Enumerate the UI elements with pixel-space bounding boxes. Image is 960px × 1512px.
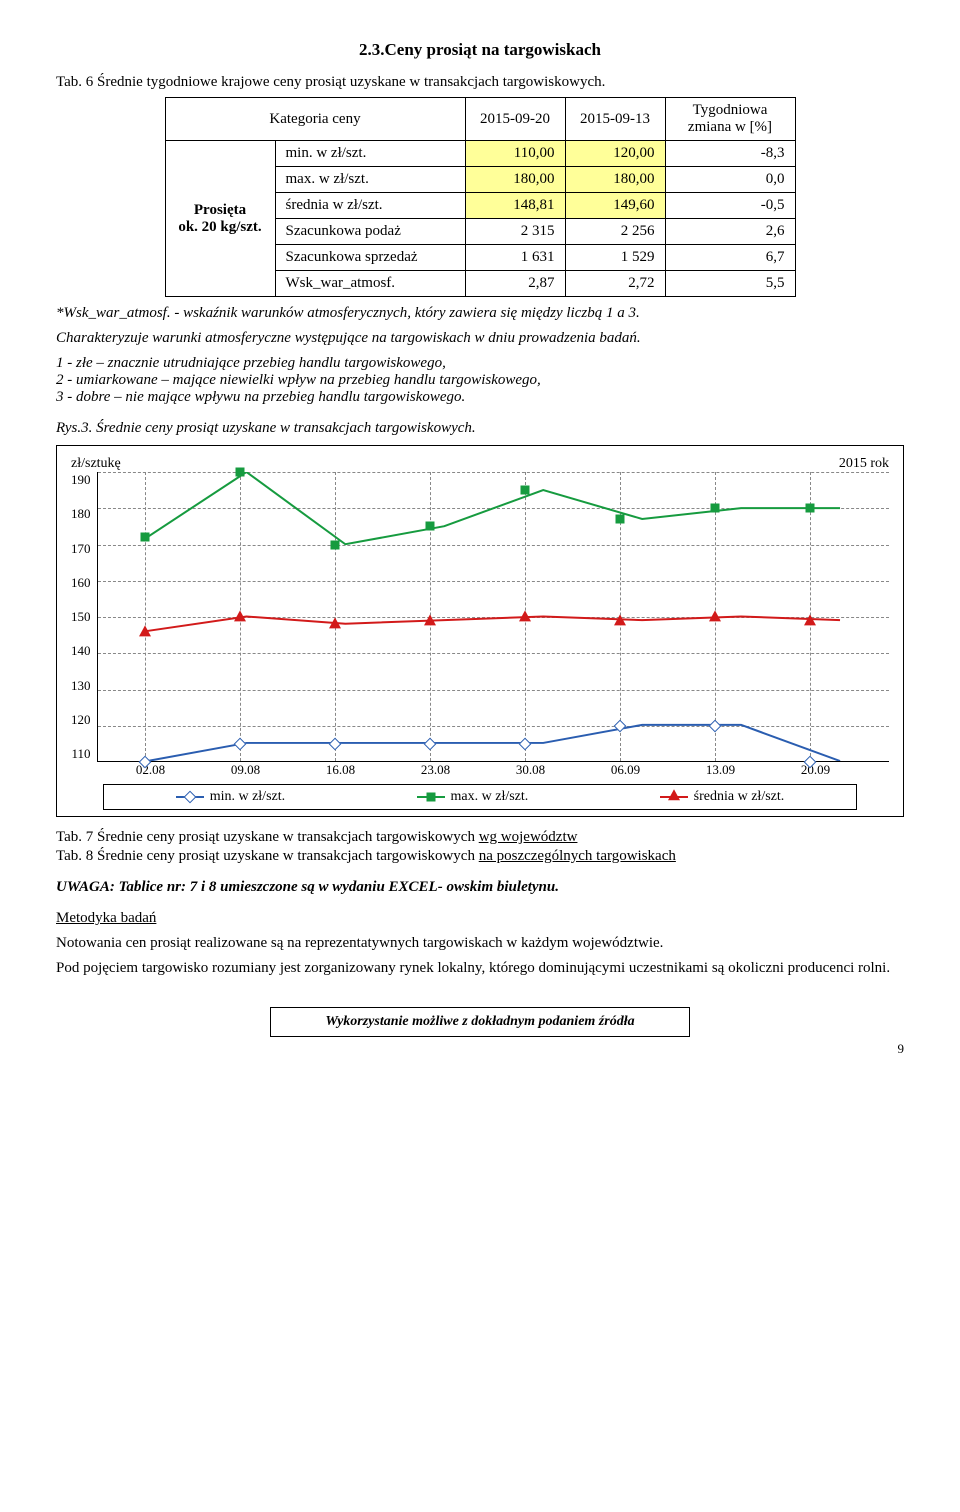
chart-year: 2015 rok: [839, 456, 889, 472]
y-tick-label: 150: [71, 609, 91, 625]
chart-container: zł/sztukę 2015 rok 190 180 170 160 150 140 130…: [56, 445, 904, 817]
cell: 2,72: [565, 271, 665, 297]
row-label: Szacunkowa sprzedaż: [275, 245, 465, 271]
data-marker: [806, 504, 815, 513]
page-number: 9: [56, 1041, 904, 1057]
x-tick-label: 23.08: [388, 762, 483, 778]
data-marker: [614, 614, 626, 625]
footer-source: Wykorzystanie możliwe z dokładnym podani…: [270, 1007, 690, 1037]
legend-item: min. w zł/szt.: [176, 789, 285, 805]
char-note: Charakteryzuje warunki atmosferyczne wys…: [56, 330, 904, 347]
y-tick-label: 110: [71, 746, 91, 762]
y-tick-label: 160: [71, 575, 91, 591]
tab7-caption: Tab. 7 Średnie ceny prosiąt uzyskane w t…: [56, 829, 904, 846]
metodyka-p2: Pod pojęciem targowisko rozumiany jest z…: [56, 960, 904, 977]
tab7-pre: Tab. 7 Średnie ceny prosiąt uzyskane w t…: [56, 829, 479, 845]
th-change: Tygodniowa zmiana w [%]: [665, 98, 795, 141]
section-title: 2.3.Ceny prosiąt na targowiskach: [56, 40, 904, 60]
y-axis-labels: 190 180 170 160 150 140 130 120 110: [71, 472, 97, 762]
legend-item: max. w zł/szt.: [417, 789, 529, 805]
price-table: Kategoria ceny 2015-09-20 2015-09-13 Tyg…: [165, 97, 796, 297]
rys3-caption: Rys.3. Średnie ceny prosiąt uzyskane w t…: [56, 420, 904, 437]
x-tick-label: 16.08: [293, 762, 388, 778]
chart-legend: min. w zł/szt. max. w zł/szt. średnia w zł…: [103, 784, 857, 810]
tab8-pre: Tab. 8 Średnie ceny prosiąt uzyskane w t…: [56, 848, 479, 864]
x-axis-labels: 02.0809.0816.0823.0830.0806.0913.0920.09: [103, 762, 863, 778]
cell: 149,60: [565, 193, 665, 219]
x-tick-label: 02.08: [103, 762, 198, 778]
tab6-caption: Tab. 6 Średnie tygodniowe krajowe ceny p…: [56, 74, 904, 91]
cell: 148,81: [465, 193, 565, 219]
x-tick-label: 09.08: [198, 762, 293, 778]
cell: 2,87: [465, 271, 565, 297]
y-tick-label: 190: [71, 472, 91, 488]
x-tick-label: 13.09: [673, 762, 768, 778]
scale-note: 1 - złe – znacznie utrudniające przebieg…: [56, 355, 904, 406]
cell: 1 529: [565, 245, 665, 271]
row-label: min. w zł/szt.: [275, 141, 465, 167]
th-date1: 2015-09-20: [465, 98, 565, 141]
cell: 6,7: [665, 245, 795, 271]
tab8-underline: na poszczególnych targowiskach: [479, 848, 676, 864]
th-date2: 2015-09-13: [565, 98, 665, 141]
cell: 1 631: [465, 245, 565, 271]
data-marker: [331, 540, 340, 549]
data-marker: [424, 614, 436, 625]
wsk-note-text: *Wsk_war_atmosf. - wskaźnik warunków atm…: [56, 305, 640, 321]
y-tick-label: 140: [71, 643, 91, 659]
tab8-caption: Tab. 8 Średnie ceny prosiąt uzyskane w t…: [56, 848, 904, 865]
cell: 5,5: [665, 271, 795, 297]
cell: 180,00: [565, 167, 665, 193]
x-tick-label: 20.09: [768, 762, 863, 778]
row-label: Szacunkowa podaż: [275, 219, 465, 245]
y-tick-label: 120: [71, 712, 91, 728]
tab7-underline: wg województw: [479, 829, 578, 845]
cell: 2 256: [565, 219, 665, 245]
x-tick-label: 06.09: [578, 762, 673, 778]
row-label: średnia w zł/szt.: [275, 193, 465, 219]
y-tick-label: 130: [71, 678, 91, 694]
cell: 110,00: [465, 141, 565, 167]
metodyka-p1: Notowania cen prosiąt realizowane są na …: [56, 935, 904, 952]
plot-area: [97, 472, 890, 762]
uwaga: UWAGA: Tablice nr: 7 i 8 umieszczone są …: [56, 879, 904, 896]
data-marker: [521, 486, 530, 495]
legend-item: średnia w zł/szt.: [660, 789, 785, 805]
cell: 2 315: [465, 219, 565, 245]
th-kategoria: Kategoria ceny: [165, 98, 465, 141]
data-marker: [141, 533, 150, 542]
cell: 0,0: [665, 167, 795, 193]
data-marker: [804, 614, 816, 625]
chart-lines: [98, 472, 890, 761]
data-marker: [616, 515, 625, 524]
wsk-note: *Wsk_war_atmosf. - wskaźnik warunków atm…: [56, 305, 904, 322]
cell: -8,3: [665, 141, 795, 167]
row-label: Wsk_war_atmosf.: [275, 271, 465, 297]
chart-y-unit: zł/sztukę: [71, 456, 121, 472]
data-marker: [236, 468, 245, 477]
metodyka-heading: Metodyka badań: [56, 910, 904, 927]
y-tick-label: 170: [71, 541, 91, 557]
row-label: max. w zł/szt.: [275, 167, 465, 193]
data-marker: [329, 618, 341, 629]
y-tick-label: 180: [71, 506, 91, 522]
data-marker: [709, 610, 721, 621]
data-marker: [426, 522, 435, 531]
cell: 180,00: [465, 167, 565, 193]
cell: 120,00: [565, 141, 665, 167]
cell: 2,6: [665, 219, 795, 245]
data-marker: [234, 610, 246, 621]
cell: -0,5: [665, 193, 795, 219]
data-marker: [139, 625, 151, 636]
data-marker: [711, 504, 720, 513]
data-marker: [519, 610, 531, 621]
x-tick-label: 30.08: [483, 762, 578, 778]
row-head: Prosiętaok. 20 kg/szt.: [165, 141, 275, 297]
